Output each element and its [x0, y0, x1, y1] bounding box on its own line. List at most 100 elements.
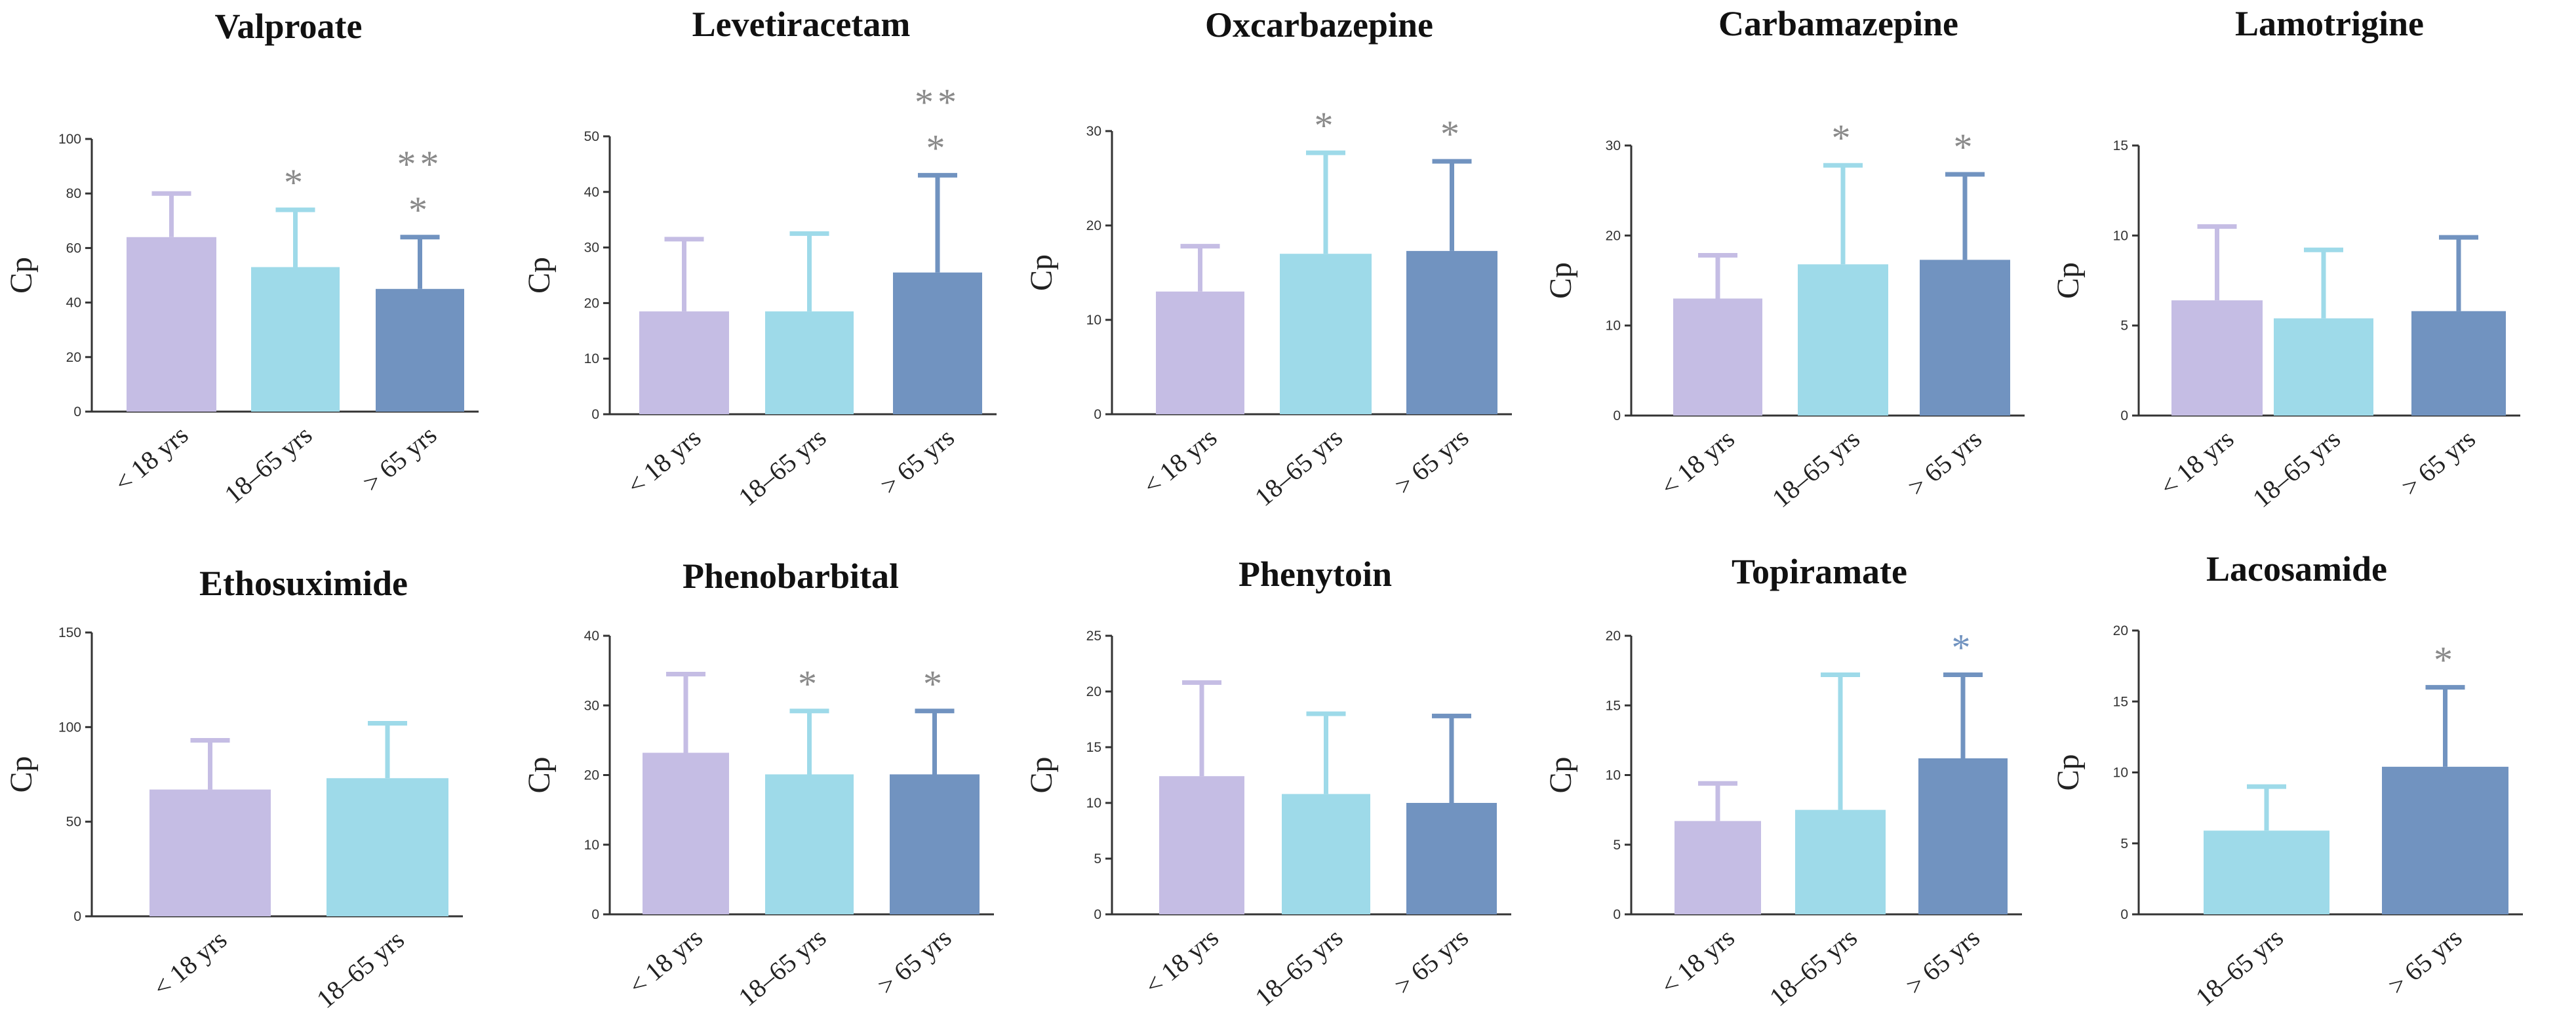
category-label: 18–65 yrs [311, 924, 410, 1014]
y-tick-label: 100 [58, 132, 81, 147]
y-tick-label: 25 [1086, 629, 1101, 644]
y-tick-label: 5 [1094, 851, 1101, 866]
y-tick-label: 0 [1094, 407, 1101, 422]
chart-panel-7: Phenobarbital 0 10 20 30 40 Cp < 18 yrs 18–65 yr… [522, 556, 994, 1012]
bar [2171, 300, 2263, 416]
y-axis-label: Cp [2051, 754, 2086, 790]
significance-marker: * [408, 189, 431, 231]
bar [893, 272, 982, 414]
category-label: 18–65 yrs [733, 922, 832, 1012]
category-label: > 65 yrs [875, 422, 960, 500]
bar [639, 311, 729, 414]
category-label: < 18 yrs [1655, 922, 1740, 1000]
y-axis-label: Cp [522, 257, 557, 294]
significance-marker: * [2434, 639, 2457, 682]
bar [251, 267, 340, 412]
y-tick-label: 10 [1606, 768, 1621, 783]
bar [1159, 776, 1244, 914]
chart-panel-1: Valproate 0 20 40 60 80 100 Cp < 18 yrs 18–65 yrs… [4, 7, 479, 509]
y-tick-label: 15 [2113, 138, 2128, 153]
y-tick-label: 40 [66, 296, 81, 311]
bar [149, 789, 271, 916]
y-tick-label: 10 [2113, 766, 2128, 781]
y-axis-label: Cp [1543, 262, 1578, 299]
bar [376, 288, 464, 412]
chart-title: Lacosamide [2206, 549, 2387, 589]
y-tick-label: 20 [2113, 623, 2128, 638]
y-tick-label: 5 [1613, 838, 1621, 853]
y-tick-label: 20 [584, 768, 599, 783]
y-tick-label: 100 [58, 720, 81, 735]
y-tick-label: 0 [73, 404, 81, 419]
category-label: < 18 yrs [1138, 422, 1223, 500]
significance-marker: * [1315, 104, 1338, 147]
y-tick-label: 0 [2120, 408, 2128, 423]
y-tick-label: 30 [584, 698, 599, 713]
chart-title: Topiramate [1732, 552, 1907, 591]
y-tick-label: 40 [584, 629, 599, 644]
chart-title: Carbamazepine [1718, 4, 1958, 43]
y-axis-label: Cp [4, 756, 39, 792]
bar [1920, 260, 2010, 416]
y-tick-label: 10 [1086, 796, 1101, 811]
y-tick-label: 15 [2113, 694, 2128, 709]
category-label: < 18 yrs [109, 419, 194, 497]
category-label: > 65 yrs [1902, 423, 1987, 501]
y-tick-label: 15 [1086, 740, 1101, 755]
category-label: < 18 yrs [622, 422, 707, 500]
y-tick-label: 20 [1086, 684, 1101, 699]
bar [1406, 803, 1497, 914]
y-tick-label: 40 [584, 185, 599, 200]
significance-marker: ** [915, 81, 961, 123]
bar [2411, 311, 2506, 416]
y-tick-label: 10 [584, 838, 599, 853]
bar [127, 237, 216, 412]
chart-panel-9: Topiramate 0 5 10 15 20 Cp < 18 yrs 18–65 yrs > 6… [1543, 552, 2022, 1012]
bar [1282, 794, 1370, 914]
y-tick-label: 0 [1613, 408, 1621, 423]
y-tick-label: 10 [1086, 313, 1101, 328]
chart-panel-6: Ethosuximide 0 50 100 150 Cp < 18 yrs 18–65 yrs [4, 564, 463, 1014]
chart-panel-3: Oxcarbazepine 0 10 20 30 Cp < 18 yrs 18–65 yrs >… [1024, 5, 1512, 512]
y-tick-label: 0 [73, 909, 81, 924]
bar [1795, 809, 1886, 914]
y-tick-label: 20 [584, 296, 599, 311]
chart-title: Oxcarbazepine [1205, 5, 1433, 45]
category-label: > 65 yrs [872, 922, 957, 1000]
category-label: > 65 yrs [1900, 922, 1985, 1000]
category-label: > 65 yrs [2396, 423, 2481, 501]
chart-title: Phenytoin [1238, 554, 1392, 594]
category-label: < 18 yrs [623, 922, 708, 1000]
significance-marker: * [926, 126, 949, 169]
chart-panel-10: Lacosamide 0 5 10 15 20 Cp 18–65 yrs > 65 yrs * [2051, 549, 2523, 1012]
bar [1156, 291, 1244, 414]
y-tick-label: 0 [591, 907, 599, 922]
category-label: 18–65 yrs [219, 419, 318, 509]
y-tick-label: 20 [1606, 629, 1621, 644]
category-label: > 65 yrs [1389, 422, 1475, 500]
y-tick-label: 150 [58, 625, 81, 640]
bar [1918, 758, 2008, 914]
category-label: 18–65 yrs [1249, 422, 1348, 512]
category-label: 18–65 yrs [1250, 922, 1349, 1012]
significance-marker: * [923, 663, 946, 705]
bar [643, 752, 729, 914]
y-tick-label: 50 [66, 815, 81, 830]
bar [1674, 821, 1761, 914]
chart-panel-5: Lamotrigine 0 5 10 15 Cp < 18 yrs 18–65 yrs > 65… [2051, 4, 2520, 513]
bar [2274, 318, 2373, 416]
category-label: 18–65 yrs [2190, 922, 2289, 1012]
y-tick-label: 30 [1606, 138, 1621, 153]
y-tick-label: 5 [2120, 319, 2128, 334]
y-tick-label: 0 [1613, 907, 1621, 922]
y-tick-label: 20 [1086, 218, 1101, 233]
chart-panel-4: Carbamazepine 0 10 20 30 Cp < 18 yrs 18–65 yrs >… [1543, 4, 2025, 513]
y-tick-label: 0 [591, 407, 599, 422]
y-axis-label: Cp [2051, 262, 2086, 299]
significance-marker: * [1952, 627, 1975, 669]
significance-marker: * [1832, 117, 1855, 159]
bar [765, 311, 854, 414]
chart-title: Lamotrigine [2235, 4, 2424, 43]
category-label: < 18 yrs [2154, 423, 2240, 501]
category-label: < 18 yrs [148, 924, 233, 1002]
